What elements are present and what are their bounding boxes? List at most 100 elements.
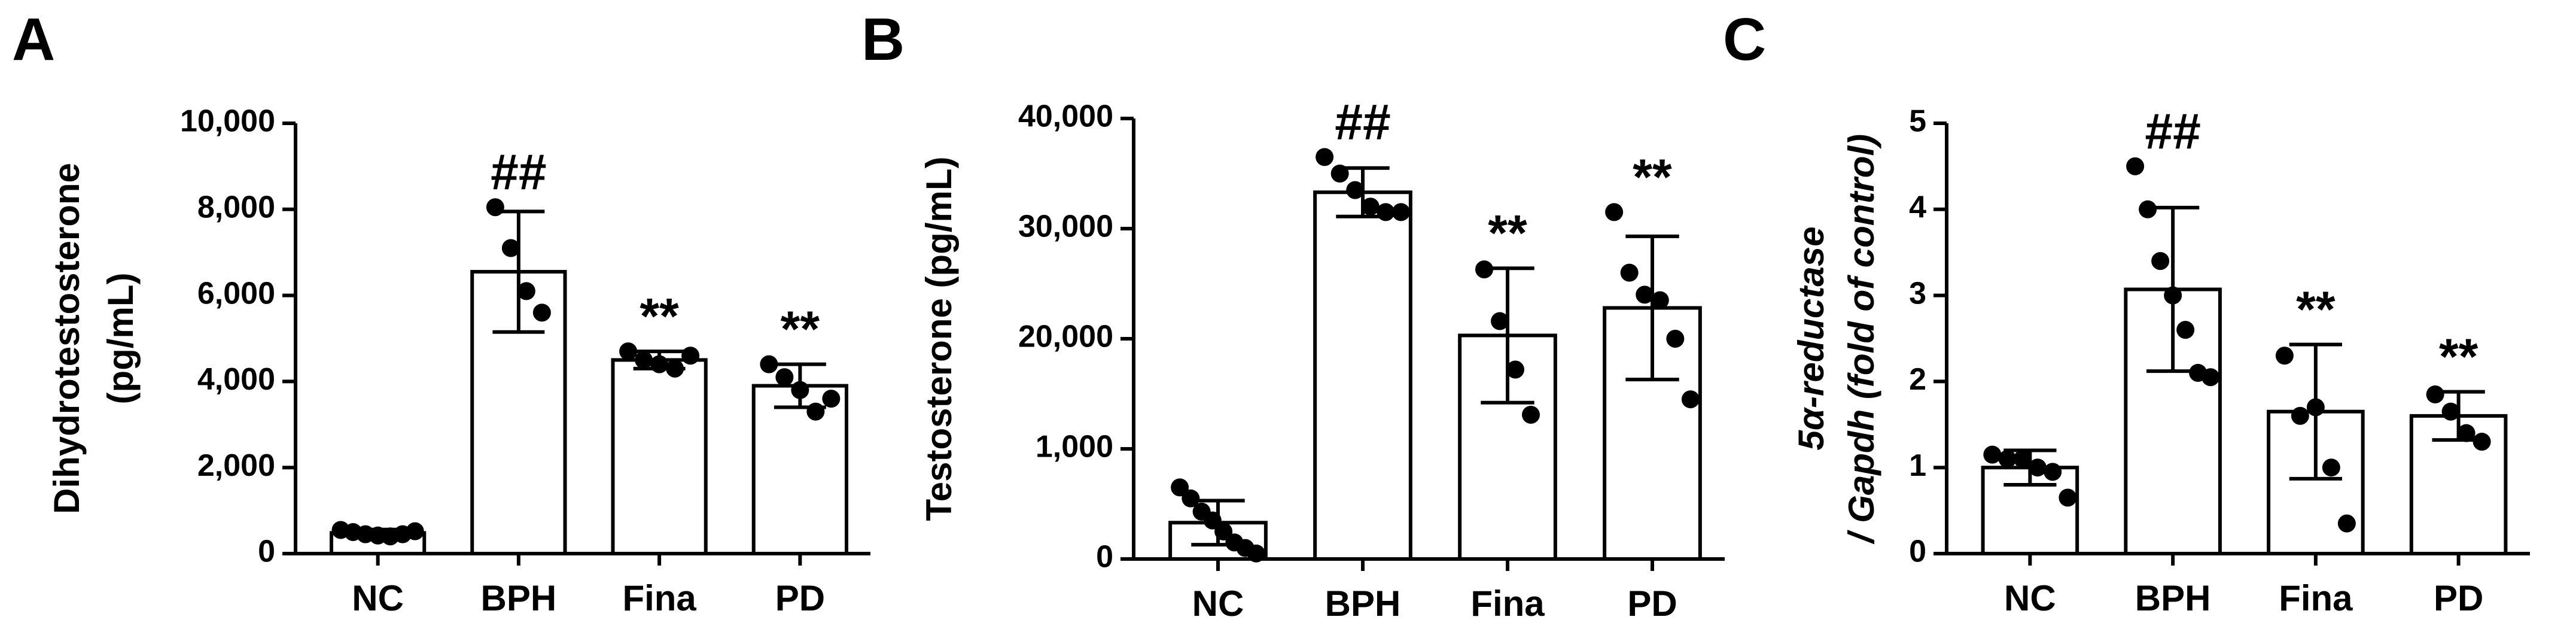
y-tick-label: 1,000: [1036, 430, 1113, 464]
data-point: [486, 198, 504, 217]
data-point: [501, 239, 520, 257]
data-point: [1203, 511, 1222, 530]
y-tick-label: 3: [1909, 276, 1926, 311]
y-tick-label: 0: [258, 534, 275, 569]
data-point: [532, 303, 551, 322]
data-point: [2441, 402, 2460, 421]
bar: [751, 384, 849, 556]
data-point: [650, 355, 669, 373]
y-axis-label: 5α-reductase: [1791, 226, 1831, 450]
x-tick-label: BPH: [481, 578, 557, 618]
data-point: [2291, 406, 2309, 425]
data-point: [666, 359, 684, 378]
data-point: [2457, 424, 2475, 442]
y-axis-label: Testosterone (pg/mL): [919, 157, 959, 521]
x-tick-label: NC: [1192, 584, 1244, 624]
data-point: [1316, 148, 1334, 166]
data-point: [1666, 330, 1685, 348]
significance-label: **: [640, 288, 679, 344]
data-point: [775, 368, 794, 387]
data-point: [1330, 165, 1349, 183]
y-tick-label: 0: [1096, 540, 1113, 575]
data-point: [2151, 252, 2170, 271]
data-point: [517, 282, 535, 300]
y-tick-label: 4: [1909, 190, 1926, 225]
significance-label: ##: [491, 144, 546, 200]
data-point: [2013, 449, 2032, 468]
x-tick-label: NC: [352, 578, 404, 618]
data-point: [2322, 458, 2340, 477]
significance-label: **: [1488, 205, 1527, 261]
data-point: [2164, 286, 2182, 305]
bar: [1313, 190, 1412, 561]
data-point: [1377, 203, 1395, 221]
y-tick-label: 1: [1909, 448, 1926, 483]
data-point: [1475, 260, 1493, 279]
x-tick-label: BPH: [2135, 578, 2211, 618]
data-point: [791, 381, 809, 399]
panel-letter: B: [861, 6, 905, 73]
data-point: [1346, 181, 1365, 199]
significance-label: **: [1633, 148, 1672, 205]
data-point: [1522, 405, 1540, 424]
data-point: [2337, 514, 2356, 533]
data-point: [2473, 433, 2491, 451]
data-point: [2176, 321, 2195, 339]
data-point: [2139, 200, 2157, 218]
data-point: [2275, 347, 2294, 365]
y-tick-label: 0: [1909, 534, 1926, 569]
data-point: [1506, 360, 1524, 379]
data-point: [2059, 488, 2077, 507]
y-tick-label: 40,000: [1018, 99, 1113, 134]
y-tick-label: 4,000: [197, 362, 275, 397]
y-tick-label: 30,000: [1018, 209, 1113, 244]
significance-label: ##: [1335, 93, 1390, 150]
data-point: [1681, 390, 1700, 409]
data-point: [635, 351, 653, 369]
data-point: [1651, 291, 1669, 309]
data-point: [1620, 263, 1639, 282]
significance-label: ##: [2145, 103, 2200, 159]
data-point: [1998, 449, 2017, 468]
y-tick-label: 2: [1909, 362, 1926, 397]
x-tick-label: Fina: [622, 578, 696, 618]
data-point: [1391, 203, 1410, 221]
panel-letter: C: [1723, 6, 1766, 73]
y-axis-label: (pg/mL): [101, 273, 141, 405]
y-axis-label: Dihydrotestosterone: [47, 163, 87, 514]
data-point: [1983, 445, 2002, 464]
data-point: [806, 402, 825, 421]
data-point: [1214, 522, 1233, 540]
data-point: [1182, 489, 1200, 508]
data-point: [2306, 398, 2325, 417]
data-point: [2028, 458, 2047, 477]
panel-letter: A: [12, 6, 55, 73]
data-point: [822, 390, 841, 408]
y-tick-label: 20,000: [1018, 320, 1113, 354]
data-point: [1636, 285, 1654, 304]
data-point: [2126, 157, 2145, 175]
y-tick-label: 10,000: [180, 104, 275, 139]
bar: [1458, 333, 1557, 561]
x-tick-label: NC: [2004, 578, 2056, 618]
x-tick-label: PD: [2434, 578, 2483, 618]
data-point: [1361, 198, 1380, 216]
y-tick-label: 6,000: [197, 276, 275, 311]
x-tick-label: PD: [1627, 584, 1677, 624]
y-tick-label: 2,000: [197, 448, 275, 483]
data-point: [1605, 203, 1624, 221]
data-point: [2426, 385, 2444, 403]
y-tick-label: 5: [1909, 104, 1926, 139]
y-tick-label: 8,000: [197, 190, 275, 225]
bar: [611, 358, 708, 555]
significance-label: **: [2439, 329, 2478, 385]
data-point: [681, 347, 700, 365]
significance-label: **: [2296, 281, 2336, 338]
significance-label: **: [781, 301, 820, 357]
error-bar: [1625, 234, 1679, 382]
data-point: [2202, 368, 2220, 387]
data-point: [406, 522, 424, 540]
x-tick-label: BPH: [1325, 584, 1401, 624]
x-tick-label: Fina: [2279, 578, 2353, 618]
